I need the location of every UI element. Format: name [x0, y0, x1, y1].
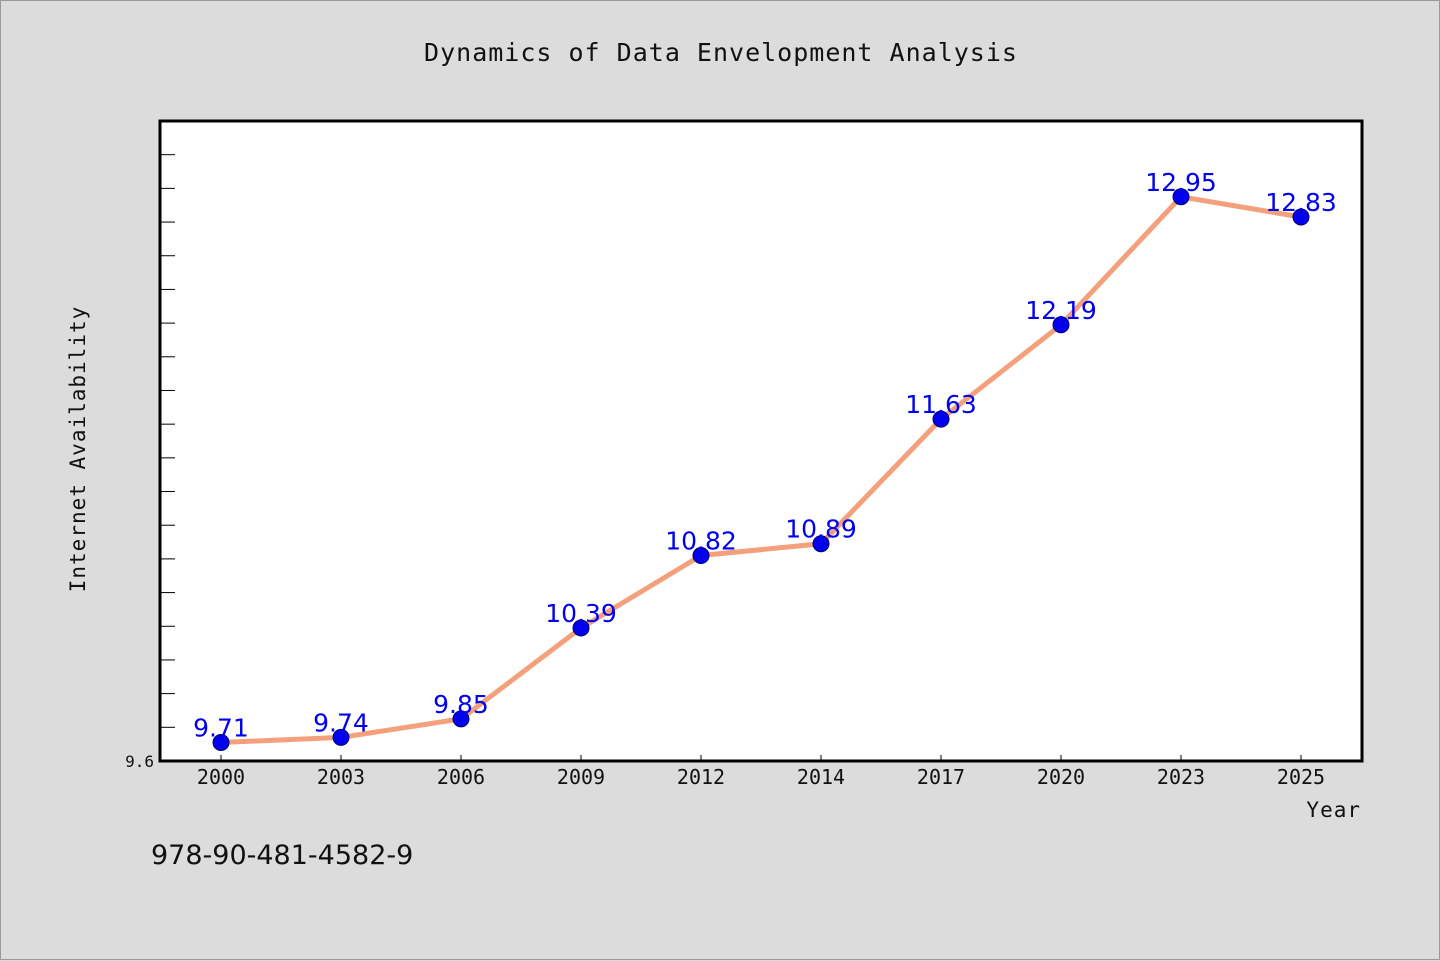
data-point — [932, 410, 950, 428]
data-label: 11.63 — [905, 390, 977, 419]
x-tick-label: 2012 — [677, 765, 725, 789]
x-tick-label: 2025 — [1277, 765, 1325, 789]
x-tick-label: 2000 — [197, 765, 245, 789]
data-label: 9.85 — [433, 690, 489, 719]
x-axis-ticks — [220, 755, 1302, 761]
data-label: 9.71 — [193, 713, 249, 742]
marker-layer — [212, 188, 1310, 751]
data-label: 12.83 — [1265, 188, 1337, 217]
x-axis-tick-labels: 2000 2003 2006 2009 2012 2014 2017 2020 2023 2025 — [197, 765, 1325, 789]
series-layer — [220, 194, 1302, 745]
data-point — [572, 619, 590, 637]
chart-title: Dynamics of Data Envelopment Analysis — [424, 38, 1018, 67]
y-axis-ticks — [160, 154, 175, 728]
data-label: 10.82 — [665, 527, 737, 556]
plot-area — [158, 119, 1364, 763]
x-axis-label: Year — [1306, 798, 1361, 822]
data-point — [1052, 316, 1070, 334]
data-point — [212, 733, 230, 751]
x-tick-label: 2006 — [437, 765, 485, 789]
x-tick-label: 2020 — [1037, 765, 1085, 789]
data-label: 9.74 — [313, 708, 369, 737]
data-point — [1172, 188, 1190, 206]
x-tick-label: 2009 — [557, 765, 605, 789]
y-axis-label: Internet Availability — [66, 306, 90, 593]
data-label: 10.89 — [785, 515, 857, 544]
series-line — [220, 194, 1302, 745]
data-point — [452, 710, 470, 728]
data-point — [332, 728, 350, 746]
data-label: 10.39 — [545, 599, 617, 628]
x-tick-label: 2017 — [917, 765, 965, 789]
data-label: 12.95 — [1145, 168, 1217, 197]
data-label: 12.19 — [1025, 296, 1097, 325]
x-tick-label: 2003 — [317, 765, 365, 789]
data-label-layer: 9.71 9.74 9.85 10.39 10.82 10.89 11.63 12.19 12.… — [193, 168, 1337, 743]
x-tick-label: 2014 — [797, 765, 845, 789]
x-tick-label: 2023 — [1157, 765, 1205, 789]
data-point — [692, 547, 710, 565]
y-tick-label: 9.6 — [125, 752, 154, 771]
footer-code: 978-90-481-4582-9 — [151, 840, 413, 871]
data-point — [812, 535, 830, 553]
data-point — [1292, 208, 1310, 226]
